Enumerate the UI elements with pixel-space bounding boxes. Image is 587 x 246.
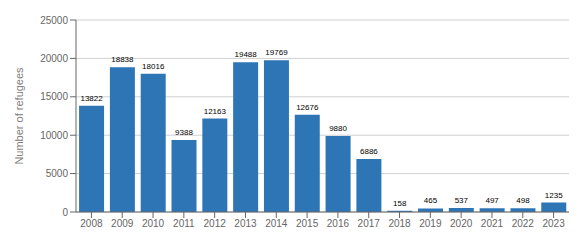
svg-text:2019: 2019 — [419, 218, 442, 229]
svg-text:12163: 12163 — [204, 107, 227, 116]
svg-text:15000: 15000 — [40, 91, 68, 102]
svg-text:2016: 2016 — [327, 218, 350, 229]
svg-text:498: 498 — [516, 196, 530, 205]
svg-text:19769: 19769 — [265, 48, 288, 57]
svg-text:2018: 2018 — [388, 218, 411, 229]
svg-text:2021: 2021 — [481, 218, 504, 229]
svg-text:25000: 25000 — [40, 15, 68, 26]
svg-text:2014: 2014 — [265, 218, 288, 229]
svg-text:13822: 13822 — [80, 94, 103, 103]
svg-text:5000: 5000 — [46, 168, 69, 179]
svg-text:18016: 18016 — [142, 62, 165, 71]
svg-text:497: 497 — [485, 196, 499, 205]
svg-text:2010: 2010 — [142, 218, 165, 229]
svg-text:2009: 2009 — [111, 218, 134, 229]
svg-text:Number of refugees: Number of refugees — [13, 67, 25, 165]
svg-text:2022: 2022 — [512, 218, 535, 229]
svg-text:9880: 9880 — [329, 124, 347, 133]
svg-text:20000: 20000 — [40, 53, 68, 64]
svg-text:19488: 19488 — [235, 50, 258, 59]
svg-text:12676: 12676 — [296, 103, 319, 112]
svg-text:2015: 2015 — [296, 218, 319, 229]
svg-text:2012: 2012 — [204, 218, 227, 229]
svg-text:6886: 6886 — [360, 147, 378, 156]
svg-text:2017: 2017 — [358, 218, 381, 229]
svg-text:2011: 2011 — [173, 218, 195, 229]
svg-text:18838: 18838 — [111, 55, 134, 64]
svg-text:10000: 10000 — [40, 130, 68, 141]
svg-text:1235: 1235 — [545, 191, 563, 200]
svg-text:158: 158 — [393, 199, 407, 208]
svg-text:2013: 2013 — [234, 218, 257, 229]
svg-text:9388: 9388 — [175, 128, 193, 137]
svg-text:2020: 2020 — [450, 218, 473, 229]
svg-text:465: 465 — [424, 196, 438, 205]
svg-text:0: 0 — [62, 207, 68, 218]
svg-text:2023: 2023 — [542, 218, 565, 229]
svg-text:2008: 2008 — [80, 218, 103, 229]
svg-text:537: 537 — [455, 196, 469, 205]
